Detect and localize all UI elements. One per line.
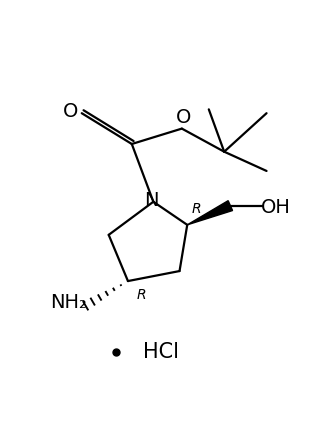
Text: O: O <box>63 102 79 121</box>
Text: R: R <box>192 203 201 216</box>
Polygon shape <box>187 201 233 225</box>
Text: O: O <box>176 108 191 127</box>
Text: NH₂: NH₂ <box>50 293 87 312</box>
Text: R: R <box>137 288 146 302</box>
Text: HCl: HCl <box>143 342 179 362</box>
Text: OH: OH <box>261 198 291 217</box>
Text: N: N <box>145 191 159 210</box>
